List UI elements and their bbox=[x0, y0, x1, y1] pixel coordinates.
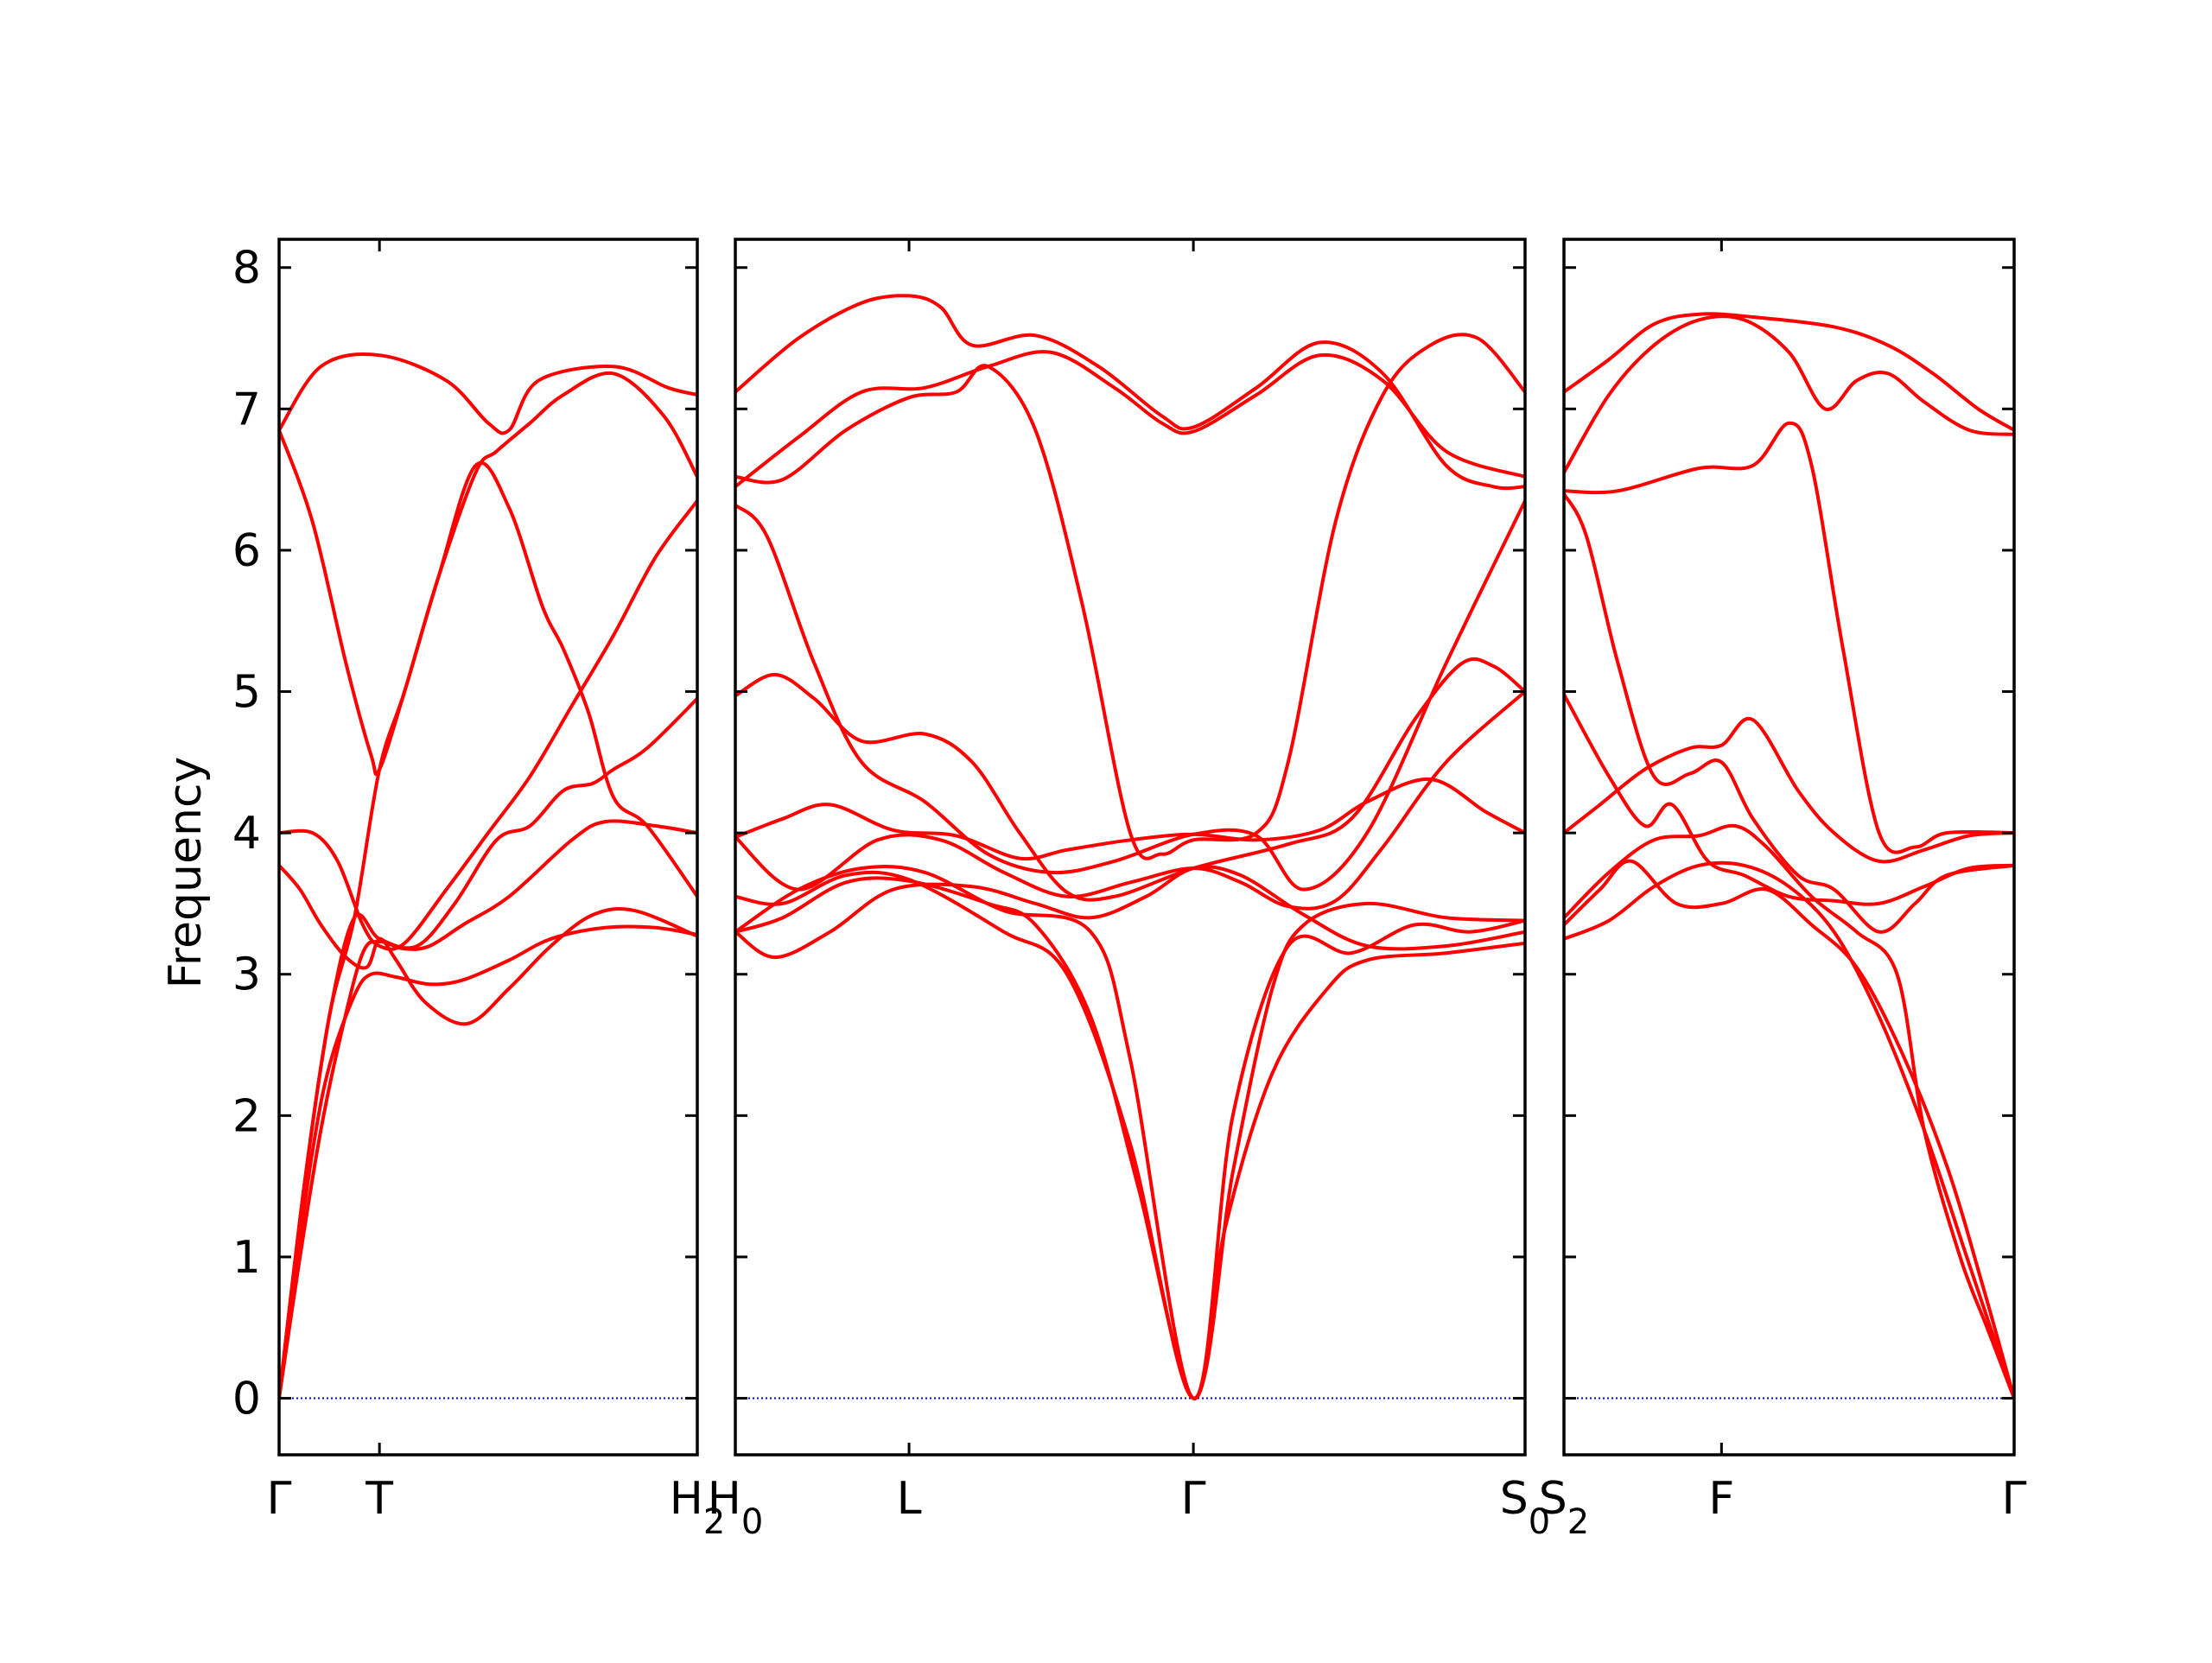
band-line-3 bbox=[279, 371, 697, 1400]
band-line-2 bbox=[1564, 859, 2014, 1400]
x-tick-label: F bbox=[1708, 1473, 1734, 1525]
y-tick-label: 2 bbox=[232, 1090, 261, 1142]
y-tick-label: 7 bbox=[232, 384, 261, 435]
y-tick-label: 3 bbox=[232, 949, 261, 1001]
band-line-8 bbox=[279, 696, 697, 1400]
bands-group bbox=[735, 294, 1525, 1400]
band-line-7 bbox=[1564, 421, 2014, 854]
band-line-5 bbox=[735, 777, 1525, 861]
y-tick-label: 0 bbox=[232, 1374, 261, 1425]
bands-group bbox=[1564, 312, 2014, 1400]
band-line-4 bbox=[279, 498, 697, 951]
x-tick-label-subscript: 2 bbox=[703, 1502, 725, 1542]
band-line-1 bbox=[279, 924, 697, 1400]
band-line-6 bbox=[279, 428, 697, 898]
band-line-1 bbox=[1564, 860, 2014, 1400]
y-tick-label: 4 bbox=[232, 808, 261, 860]
x-tick-label: Γ bbox=[1181, 1473, 1206, 1525]
band-line-4 bbox=[735, 865, 1525, 1400]
x-tick-label: L bbox=[897, 1473, 922, 1525]
band-line-9 bbox=[1564, 312, 2014, 432]
band-line-8 bbox=[1564, 314, 2014, 474]
x-tick-label-subscript: 0 bbox=[741, 1502, 763, 1542]
x-tick-label: T bbox=[365, 1473, 393, 1525]
x-tick-label-subscript: 0 bbox=[1529, 1502, 1550, 1542]
x-tick-label-subscript: 2 bbox=[1567, 1502, 1589, 1542]
panel-3: S2 F Γ bbox=[1539, 238, 2027, 1542]
y-tick-label: 5 bbox=[232, 667, 261, 719]
y-axis-label: Frequency bbox=[160, 757, 212, 989]
band-line-5 bbox=[279, 863, 697, 1026]
panel-frame bbox=[734, 238, 1527, 1457]
panel-frame bbox=[1562, 238, 2016, 1457]
y-tick-label: 1 bbox=[232, 1232, 261, 1284]
band-line-5 bbox=[1564, 692, 2014, 906]
band-line-7 bbox=[735, 657, 1525, 902]
band-line-3 bbox=[735, 870, 1525, 1400]
x-tick-label: Γ bbox=[267, 1473, 292, 1525]
y-tick-label: 8 bbox=[232, 243, 261, 295]
band-line-6 bbox=[1564, 492, 2014, 934]
band-line-8 bbox=[735, 498, 1525, 892]
band-line-9 bbox=[735, 333, 1525, 860]
bands-group bbox=[279, 352, 697, 1400]
band-line-4 bbox=[1564, 716, 2014, 864]
band-line-2 bbox=[279, 819, 697, 1400]
band-line-3 bbox=[1564, 823, 2014, 1400]
band-line-6 bbox=[735, 689, 1525, 911]
panel-frame bbox=[277, 238, 699, 1457]
y-tick-label: 6 bbox=[232, 525, 261, 577]
x-tick-label: Γ bbox=[2002, 1473, 2027, 1525]
panel-1: Γ T H2 bbox=[267, 238, 725, 1542]
band-line-7 bbox=[279, 352, 697, 435]
band-line-10 bbox=[735, 350, 1525, 489]
panel-2: H0 L Γ S0 bbox=[708, 238, 1550, 1542]
band-line-11 bbox=[735, 294, 1525, 491]
